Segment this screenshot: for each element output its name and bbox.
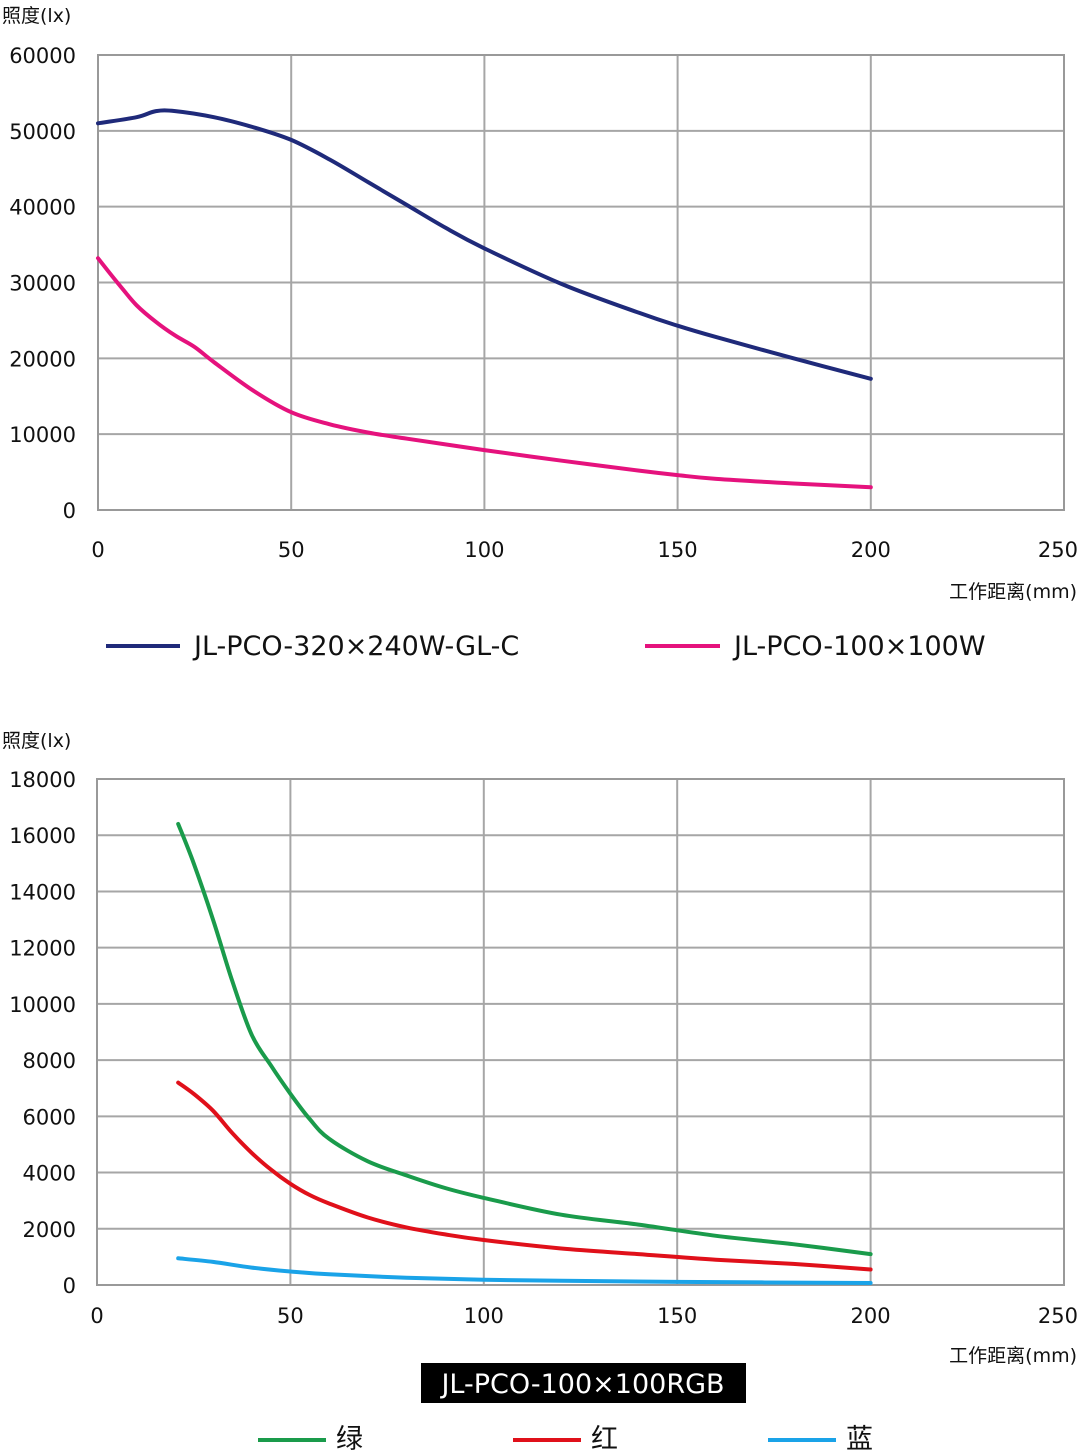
legend-label-series-2: JL-PCO-100×100W <box>732 631 986 662</box>
chart-1-x-ticks: 0 50 100 150 200 250 <box>91 538 1078 562</box>
chart-2-y-tick-label: 8000 <box>23 1049 76 1073</box>
chart-2: 照度(lx) 020004000600080001000012000140001… <box>2 730 1078 1454</box>
chart-1-y-tick-label: 10000 <box>9 423 76 447</box>
chart-1-y-ticks: 0 10000 20000 30000 40000 50000 60000 <box>9 44 76 523</box>
chart-2-y-unit: 照度(lx) <box>2 730 71 752</box>
chart-2-y-tick-label: 18000 <box>9 768 76 792</box>
chart-2-y-tick-label: 0 <box>63 1274 76 1298</box>
legend-label-blue: 蓝 <box>846 1424 873 1454</box>
chart-2-y-ticks: 0 2000 4000 6000 8000 10000 12000 14000 16000 180… <box>9 768 76 1298</box>
legend-label-red: 红 <box>591 1424 618 1454</box>
chart-2-plot-frame <box>96 778 1065 1286</box>
chart-2-y-tick-label: 16000 <box>9 824 76 848</box>
chart-1-series-line-1 <box>96 108 873 381</box>
chart-1-y-tick-label: 0 <box>63 499 76 523</box>
chart-2-y-tick-label: 12000 <box>9 937 76 961</box>
chart-1-y-tick-label: 30000 <box>9 272 76 296</box>
chart-2-title: JL-PCO-100×100RGB <box>439 1369 724 1400</box>
chart-2-x-ticks: 0 50 100 150 200 250 <box>90 1304 1078 1328</box>
chart-2-x-tick-label: 100 <box>464 1304 504 1328</box>
chart-2-y-tick-label: 10000 <box>9 993 76 1017</box>
chart-1-y-tick-label: 40000 <box>9 196 76 220</box>
chart-2-series-line-3 <box>176 1256 873 1285</box>
chart-2-series-line-2 <box>176 1080 873 1272</box>
chart-2-x-tick-label: 50 <box>277 1304 304 1328</box>
chart-1-x-tick-label: 150 <box>658 538 698 562</box>
chart-2-y-tick-label: 14000 <box>9 880 76 904</box>
chart-2-x-tick-label: 150 <box>657 1304 697 1328</box>
legend-label-green: 绿 <box>336 1424 363 1454</box>
chart-1-y-tick-label: 20000 <box>9 347 76 371</box>
chart-2-y-tick-label: 2000 <box>23 1218 76 1242</box>
chart-2-series <box>176 822 873 1285</box>
chart-1-series <box>96 108 873 490</box>
chart-1-x-tick-label: 100 <box>464 538 504 562</box>
chart-1-x-tick-label: 200 <box>851 538 891 562</box>
chart-1-x-tick-label: 50 <box>278 538 305 562</box>
chart-2-y-tick-label: 6000 <box>23 1105 76 1129</box>
chart-2-title-badge <box>421 1363 746 1403</box>
legend-label-series-1: JL-PCO-320×240W-GL-C <box>192 631 519 662</box>
chart-2-x-axis-label: 工作距离(mm) <box>949 1345 1077 1367</box>
chart-1-y-unit: 照度(lx) <box>2 5 71 27</box>
chart-1-y-tick-label: 60000 <box>9 44 76 68</box>
chart-2-x-tick-label: 250 <box>1038 1304 1078 1328</box>
chart-1-x-tick-label: 250 <box>1038 538 1078 562</box>
chart-1-plot-frame <box>97 54 1065 511</box>
chart-1-x-tick-label: 0 <box>91 538 104 562</box>
chart-2-x-tick-label: 200 <box>851 1304 891 1328</box>
chart-2-legend: 绿 红 蓝 <box>258 1424 873 1454</box>
chart-1-series-line-2 <box>96 256 873 490</box>
chart-1-legend: JL-PCO-320×240W-GL-C JL-PCO-100×100W <box>106 631 986 662</box>
chart-2-series-line-1 <box>176 822 873 1257</box>
chart-2-gridlines <box>96 778 1065 1286</box>
chart-1-y-tick-label: 50000 <box>9 120 76 144</box>
chart-1-x-axis-label: 工作距离(mm) <box>949 581 1077 603</box>
chart-1: 照度(lx) 0 10000 20000 30000 40000 50000 60000 0… <box>2 5 1078 662</box>
chart-2-x-tick-label: 0 <box>90 1304 103 1328</box>
chart-2-y-tick-label: 4000 <box>23 1162 76 1186</box>
